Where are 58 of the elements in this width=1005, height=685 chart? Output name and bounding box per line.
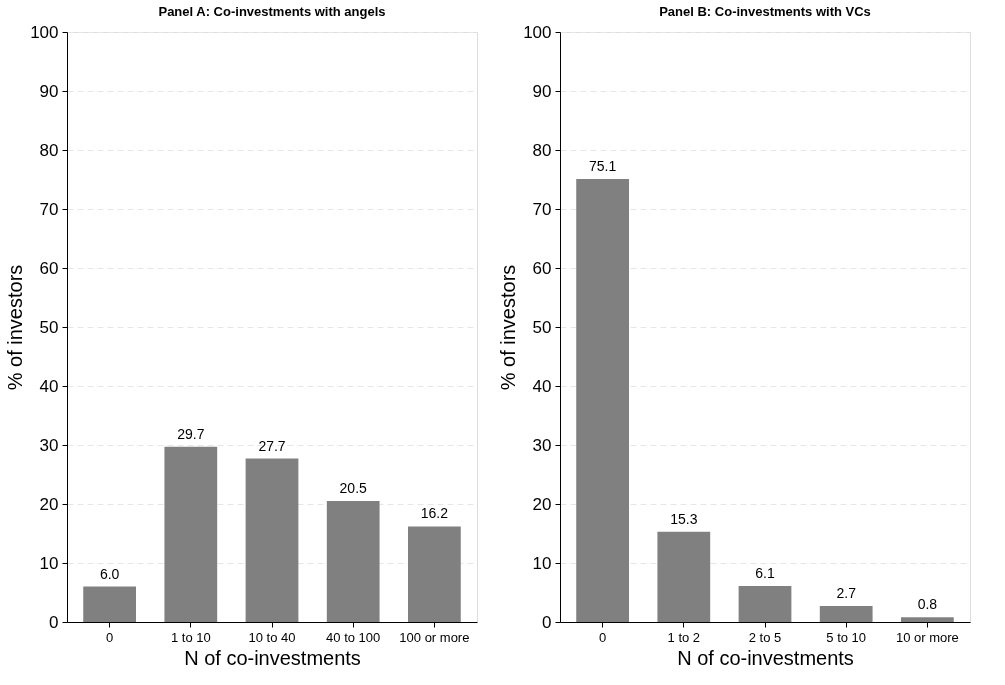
x-tick-label: 10 to 40: [248, 629, 296, 645]
x-tick-label: 5 to 10: [826, 629, 867, 645]
bar: [900, 617, 954, 622]
y-tick-label: 80: [39, 140, 59, 160]
x-axis-title: N of co-investments: [677, 646, 854, 669]
y-tick-label: 10: [39, 553, 59, 573]
data-label: 2.7: [836, 585, 857, 602]
data-label: 6.1: [755, 565, 775, 582]
bar: [407, 526, 461, 622]
x-tick-label: 0: [599, 629, 607, 645]
y-tick-label: 20: [532, 494, 552, 514]
x-axis-title: N of co-investments: [184, 646, 361, 669]
data-label: 0.8: [917, 596, 938, 613]
y-tick-label: 90: [532, 81, 552, 101]
y-tick-label: 70: [39, 199, 59, 219]
y-tick-label: 10: [532, 553, 552, 573]
x-tick-label: 2 to 5: [748, 629, 782, 645]
x-tick-label: 1 to 10: [170, 629, 211, 645]
data-label: 16.2: [420, 505, 449, 522]
y-axis-title: % of investors: [497, 264, 520, 391]
data-label: 75.1: [589, 157, 617, 174]
y-tick-label: 50: [532, 317, 552, 337]
bar: [738, 586, 792, 622]
chart-title: Panel B: Co-investments with VCs: [659, 4, 871, 19]
x-tick-label: 40 to 100: [326, 629, 381, 645]
x-tick-label: 10 or more: [895, 629, 959, 645]
y-tick-label: 40: [532, 376, 552, 396]
bar: [164, 446, 218, 622]
y-tick-label: 40: [39, 376, 59, 396]
data-label: 29.7: [177, 425, 205, 442]
bar: [576, 178, 630, 622]
x-tick-label: 100 or more: [399, 629, 470, 645]
data-label: 20.5: [339, 480, 368, 497]
bar: [245, 458, 299, 622]
data-label: 6.0: [99, 565, 120, 582]
y-tick-label: 70: [532, 199, 552, 219]
y-tick-label: 100: [523, 22, 552, 42]
x-tick-label: 1 to 2: [667, 629, 701, 645]
y-tick-label: 90: [39, 81, 59, 101]
y-tick-label: 20: [39, 494, 59, 514]
y-tick-label: 0: [542, 612, 552, 632]
y-tick-label: 50: [39, 317, 59, 337]
bar: [657, 531, 711, 622]
data-label: 15.3: [670, 510, 698, 527]
y-tick-label: 30: [532, 435, 552, 455]
y-tick-label: 60: [39, 258, 59, 278]
y-tick-label: 30: [39, 435, 59, 455]
data-label: 27.7: [258, 437, 286, 454]
x-tick-label: 0: [106, 629, 114, 645]
y-tick-label: 80: [532, 140, 552, 160]
chart-title: Panel A: Co-investments with angels: [158, 4, 386, 19]
y-tick-label: 100: [30, 22, 59, 42]
y-tick-label: 0: [49, 612, 59, 632]
bar: [819, 606, 873, 622]
y-axis-title: % of investors: [4, 264, 27, 391]
bar: [83, 586, 137, 622]
bar: [326, 501, 380, 622]
y-tick-label: 60: [532, 258, 552, 278]
